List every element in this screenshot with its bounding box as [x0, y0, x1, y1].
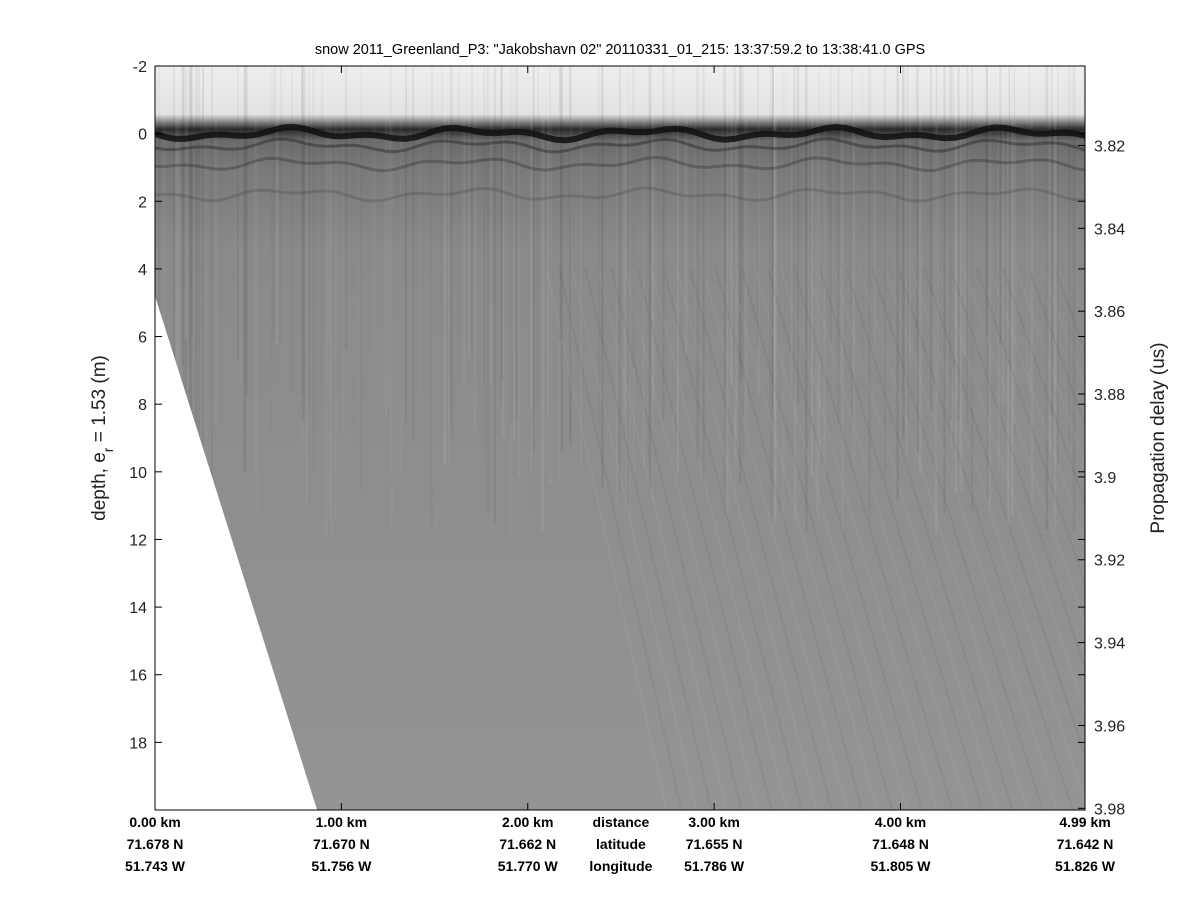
- striation-line: [688, 268, 833, 810]
- striation-line: [545, 268, 668, 810]
- striation-line: [780, 268, 939, 810]
- left-tick-label: 14: [129, 600, 147, 617]
- left-tick-label: 10: [129, 465, 147, 482]
- echogram-striations: [545, 268, 1085, 810]
- left-tick-label: 8: [138, 397, 147, 414]
- striation-line: [923, 268, 1085, 760]
- bottom-distance-label: 3.00 km: [688, 814, 739, 830]
- bottom-distance-label: 4.00 km: [875, 814, 926, 830]
- bottom-distance-label: 4.99 km: [1059, 814, 1110, 830]
- striation-line: [858, 268, 1029, 810]
- plot-frame: [154, 65, 1086, 811]
- striation-line: [975, 268, 1085, 587]
- bottom-latitude-label: 71.642 N: [1057, 836, 1114, 852]
- striation-line: [1015, 268, 1085, 467]
- right-axis: 3.82 3.84 3.86 3.88 3.9 3.92 3.94 3.96 3.98: [1078, 138, 1125, 818]
- right-axis-label: Propagation delay (us): [1148, 342, 1169, 533]
- striation-line: [832, 268, 999, 810]
- right-tick-label: 3.9: [1094, 470, 1116, 487]
- striation-line: [793, 268, 954, 810]
- striation-line: [715, 268, 863, 810]
- bottom-latitude-label: 71.662 N: [499, 836, 556, 852]
- right-tick-label: 3.84: [1094, 221, 1125, 238]
- bottom-row-label: longitude: [589, 858, 652, 874]
- striation-line: [662, 268, 803, 810]
- bottom-longitude-label: 51.805 W: [871, 858, 932, 874]
- striation-line: [962, 268, 1085, 629]
- striation-line: [767, 268, 924, 810]
- striation-line: [584, 268, 713, 810]
- echogram-image: [155, 66, 1085, 810]
- striation-line: [884, 268, 1059, 810]
- echogram-streaks: [158, 66, 1076, 539]
- snow-layer-line: [155, 186, 1085, 203]
- bottom-longitude-label: 51.743 W: [125, 858, 186, 874]
- bottom-axis: 0.00 km 71.678 N 51.743 W 1.00 km 71.670 N 51…: [125, 66, 1116, 874]
- striation-line: [949, 268, 1085, 671]
- striation-line: [610, 268, 743, 810]
- bottom-latitude-label: 71.678 N: [127, 836, 184, 852]
- left-tick-label: 2: [138, 194, 147, 211]
- left-tick-label: -2: [133, 59, 147, 76]
- bottom-distance-label: 2.00 km: [502, 814, 553, 830]
- bottom-row-label: latitude: [596, 836, 646, 852]
- striation-line: [845, 268, 1014, 810]
- striation-line: [871, 268, 1044, 810]
- striation-line: [936, 268, 1085, 715]
- plot-area: [155, 66, 1085, 810]
- left-tick-label: 12: [129, 532, 147, 549]
- left-tick-label: 4: [138, 262, 147, 279]
- bottom-latitude-label: 71.655 N: [686, 836, 743, 852]
- striation-line: [728, 268, 878, 810]
- striation-line: [741, 268, 894, 810]
- bottom-longitude-label: 51.786 W: [684, 858, 745, 874]
- right-tick-label: 3.82: [1094, 138, 1125, 155]
- striation-line: [1002, 268, 1085, 506]
- right-tick-label: 3.96: [1094, 718, 1125, 735]
- striation-line: [558, 268, 683, 810]
- striation-line: [623, 268, 758, 810]
- right-tick-label: 3.86: [1094, 304, 1125, 321]
- striation-line: [754, 268, 909, 810]
- echogram-layers: [155, 123, 1085, 203]
- striation-line: [636, 268, 773, 810]
- striation-line: [675, 268, 818, 810]
- right-tick-label: 3.94: [1094, 636, 1125, 653]
- left-tick-label: 18: [129, 735, 147, 752]
- left-axis: -2 0 2 4 6 8 10 12 14 16 18: [129, 59, 1085, 752]
- right-tick-label: 3.98: [1094, 801, 1125, 818]
- bottom-latitude-label: 71.670 N: [313, 836, 370, 852]
- left-tick-label: 0: [138, 127, 147, 144]
- striation-line: [1041, 268, 1085, 391]
- left-tick-label: 16: [129, 668, 147, 685]
- left-axis-label: depth, er = 1.53 (m): [89, 355, 116, 521]
- snow-layer-line: [155, 155, 1085, 173]
- striation-line: [597, 268, 728, 810]
- bottom-latitude-label: 71.648 N: [872, 836, 929, 852]
- right-tick-label: 3.92: [1094, 553, 1125, 570]
- striation-line: [910, 268, 1085, 806]
- no-data-region: [155, 296, 318, 810]
- bottom-distance-label: 0.00 km: [129, 814, 180, 830]
- right-tick-label: 3.88: [1094, 387, 1125, 404]
- bottom-longitude-label: 51.770 W: [498, 858, 559, 874]
- striation-line: [806, 268, 969, 810]
- striation-line: [649, 268, 788, 810]
- striation-line: [819, 268, 984, 810]
- striation-line: [897, 268, 1074, 810]
- chart-title: snow 2011_Greenland_P3: "Jakobshavn 02" …: [315, 42, 925, 58]
- striation-line: [1028, 268, 1085, 428]
- bottom-row-label: distance: [593, 814, 650, 830]
- bottom-distance-label: 1.00 km: [316, 814, 367, 830]
- bottom-longitude-label: 51.826 W: [1055, 858, 1116, 874]
- striation-line: [571, 268, 698, 810]
- bottom-longitude-label: 51.756 W: [311, 858, 372, 874]
- left-tick-label: 6: [138, 330, 147, 347]
- striation-line: [701, 268, 848, 810]
- snow-layer-line: [155, 137, 1085, 154]
- snow-layer-line: [155, 123, 1085, 144]
